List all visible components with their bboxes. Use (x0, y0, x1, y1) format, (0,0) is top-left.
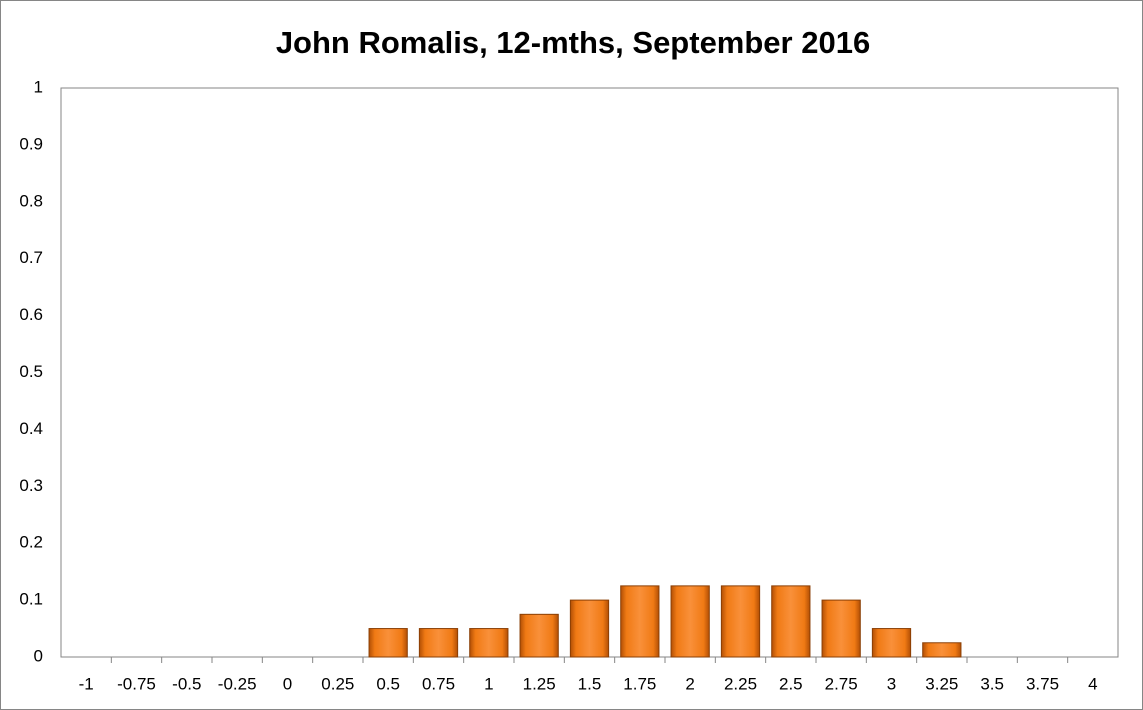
chart-title: John Romalis, 12-mths, September 2016 (276, 25, 870, 60)
x-tick-label: 3 (887, 674, 896, 693)
x-tick-label: -0.5 (172, 674, 201, 693)
y-tick-label: 0.4 (19, 419, 43, 438)
y-tick-label: 0.7 (19, 248, 43, 267)
x-tick-label: 3.75 (1026, 674, 1059, 693)
x-tick-label: -0.25 (218, 674, 257, 693)
bar (871, 628, 912, 658)
y-tick-label: 0.6 (19, 305, 43, 324)
x-tick-label: 2.5 (779, 674, 803, 693)
x-tick-label: 2 (685, 674, 694, 693)
bar (469, 628, 509, 658)
x-tick-label: 0.75 (422, 674, 455, 693)
bar (720, 585, 761, 658)
y-tick-label: 0.2 (19, 533, 43, 552)
x-tick-label: 4 (1088, 674, 1097, 693)
bar (569, 599, 610, 658)
y-tick-label: 0.8 (19, 191, 43, 210)
bar (670, 585, 710, 658)
x-tick-label: 1.25 (523, 674, 556, 693)
x-tick-label: 2.25 (724, 674, 757, 693)
x-tick-label: 0.25 (321, 674, 354, 693)
y-tick-label: 0.9 (19, 134, 43, 153)
x-tick-label: 1.75 (623, 674, 656, 693)
bar (922, 642, 962, 658)
y-tick-label: 0.3 (19, 476, 43, 495)
x-tick-label: 1.5 (578, 674, 602, 693)
x-tick-label: 3.5 (980, 674, 1004, 693)
bar (368, 628, 408, 658)
x-tick-label: -1 (79, 674, 94, 693)
bar (519, 613, 559, 658)
x-tick-label: -0.75 (117, 674, 156, 693)
bar (771, 585, 811, 658)
y-tick-label: 0 (34, 646, 43, 665)
bar (821, 599, 861, 658)
bar (620, 585, 660, 658)
y-tick-label: 0.5 (19, 362, 43, 381)
y-tick-label: 0.1 (19, 590, 43, 609)
bar (418, 628, 459, 658)
x-tick-label: 3.25 (925, 674, 958, 693)
x-tick-label: 1 (484, 674, 493, 693)
y-tick-label: 1 (34, 77, 43, 96)
x-tick-label: 0 (283, 674, 292, 693)
x-tick-label: 2.75 (825, 674, 858, 693)
x-tick-label: 0.5 (376, 674, 400, 693)
